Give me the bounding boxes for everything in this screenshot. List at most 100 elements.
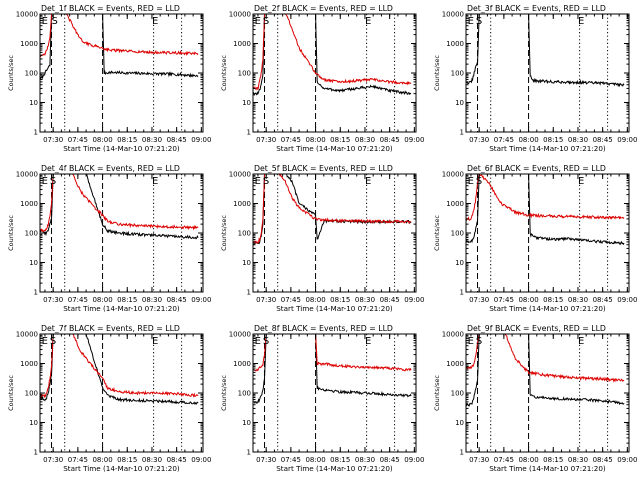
event-marker-label: E bbox=[152, 336, 158, 347]
series-group bbox=[253, 334, 412, 405]
series-line-red bbox=[40, 14, 199, 57]
y-axis-label: Counts/sec bbox=[433, 55, 441, 91]
x-axis-label: Start Time (14-Mar-10 07:21:20) bbox=[63, 144, 180, 153]
x-axis-label: Start Time (14-Mar-10 07:21:20) bbox=[489, 304, 606, 313]
y-tick-label: 1000 bbox=[233, 360, 251, 368]
y-tick-label: 10000 bbox=[16, 11, 38, 19]
series-group bbox=[40, 334, 199, 406]
x-tick-label: 08:45 bbox=[593, 136, 613, 144]
chart-panel: 1 10 100 1000 10000 07:30 07:45 08:00 08:15 08:30… bbox=[433, 324, 637, 473]
plot-frame bbox=[465, 13, 630, 133]
series-group bbox=[466, 334, 625, 407]
y-tick-label: 10000 bbox=[442, 331, 464, 339]
y-tick-label: 1000 bbox=[20, 40, 38, 48]
y-tick-label: 100 bbox=[25, 70, 38, 78]
event-marker-label: E bbox=[152, 16, 158, 27]
event-marker-label: E bbox=[578, 16, 584, 27]
y-tick-label: 10 bbox=[455, 99, 464, 107]
y-tick-label: 10 bbox=[29, 99, 38, 107]
y-tick-label: 10000 bbox=[16, 331, 38, 339]
chart-panel: 1 10 100 1000 10000 07:30 07:45 08:00 08:15 08:30… bbox=[220, 4, 424, 153]
y-tick-label: 1 bbox=[247, 129, 251, 137]
chart-panel: 1 10 100 1000 10000 07:30 07:45 08:00 08:15 08:30… bbox=[433, 4, 637, 153]
x-tick-label: 08:15 bbox=[543, 456, 563, 464]
x-tick-label: 08:00 bbox=[518, 296, 538, 304]
x-tick-label: 07:30 bbox=[43, 136, 63, 144]
y-tick-label: 10 bbox=[29, 259, 38, 267]
x-tick-label: 08:30 bbox=[355, 456, 375, 464]
x-tick-label: 08:15 bbox=[117, 296, 137, 304]
y-tick-label: 10 bbox=[242, 419, 251, 427]
y-tick-label: 1000 bbox=[446, 360, 464, 368]
x-tick-label: 07:45 bbox=[494, 456, 514, 464]
y-tick-label: 10000 bbox=[229, 11, 251, 19]
event-marker-label: E bbox=[255, 336, 261, 347]
series-group bbox=[466, 174, 625, 246]
event-marker-label: E bbox=[578, 336, 584, 347]
event-marker-label: E bbox=[365, 16, 371, 27]
series-line-red bbox=[466, 174, 625, 222]
series-line-red bbox=[40, 174, 199, 233]
y-tick-label: 100 bbox=[25, 230, 38, 238]
x-tick-label: 08:15 bbox=[117, 136, 137, 144]
x-tick-label: 08:45 bbox=[593, 296, 613, 304]
event-marker-label: E bbox=[365, 336, 371, 347]
y-axis-label: Counts/sec bbox=[220, 55, 228, 91]
event-marker-label: S bbox=[476, 176, 482, 187]
y-tick-label: 1 bbox=[460, 449, 464, 457]
x-tick-label: 08:45 bbox=[167, 136, 187, 144]
x-axis-label: Start Time (14-Mar-10 07:21:20) bbox=[276, 304, 393, 313]
y-tick-label: 1 bbox=[460, 289, 464, 297]
y-tick-label: 1000 bbox=[446, 200, 464, 208]
x-tick-label: 08:45 bbox=[167, 456, 187, 464]
series-group bbox=[253, 174, 412, 246]
x-tick-label: 07:30 bbox=[469, 296, 489, 304]
y-tick-label: 100 bbox=[451, 70, 464, 78]
x-tick-label: 08:30 bbox=[142, 136, 162, 144]
x-tick-label: 08:15 bbox=[330, 296, 350, 304]
chart-panel: 1 10 100 1000 10000 07:30 07:45 08:00 08:15 08:30… bbox=[220, 324, 424, 473]
chart-title: Det_9f BLACK = Events, RED = LLD bbox=[467, 324, 606, 333]
x-tick-label: 07:45 bbox=[68, 136, 88, 144]
event-marker-label: S bbox=[50, 336, 56, 347]
y-axis-label: Counts/sec bbox=[7, 215, 15, 251]
x-tick-label: 08:30 bbox=[142, 296, 162, 304]
event-marker-label: E bbox=[578, 176, 584, 187]
x-tick-label: 08:30 bbox=[568, 456, 588, 464]
x-tick-label: 08:30 bbox=[355, 136, 375, 144]
x-tick-label: 08:30 bbox=[568, 296, 588, 304]
x-tick-label: 07:30 bbox=[43, 456, 63, 464]
x-tick-label: 08:15 bbox=[330, 456, 350, 464]
series-group bbox=[253, 14, 412, 97]
y-tick-label: 100 bbox=[451, 390, 464, 398]
series-line-black bbox=[40, 174, 199, 240]
x-tick-label: 07:45 bbox=[68, 296, 88, 304]
x-tick-label: 08:00 bbox=[305, 456, 325, 464]
event-marker-label: E bbox=[255, 176, 261, 187]
plot-frame bbox=[252, 333, 417, 453]
y-axis-label: Counts/sec bbox=[433, 375, 441, 411]
chart-title: Det_2f BLACK = Events, RED = LLD bbox=[254, 4, 393, 13]
x-tick-label: 07:45 bbox=[281, 456, 301, 464]
y-tick-label: 10 bbox=[242, 259, 251, 267]
event-marker-label: S bbox=[50, 176, 56, 187]
event-marker-label: S bbox=[476, 16, 482, 27]
y-tick-label: 1000 bbox=[233, 200, 251, 208]
x-tick-label: 07:45 bbox=[494, 296, 514, 304]
y-tick-label: 10000 bbox=[229, 331, 251, 339]
series-group bbox=[40, 174, 199, 240]
y-tick-label: 1000 bbox=[20, 200, 38, 208]
x-tick-label: 07:45 bbox=[281, 136, 301, 144]
x-axis-label: Start Time (14-Mar-10 07:21:20) bbox=[63, 304, 180, 313]
x-tick-label: 07:45 bbox=[494, 136, 514, 144]
series-line-black bbox=[40, 334, 199, 406]
x-tick-label: 07:30 bbox=[469, 456, 489, 464]
y-tick-label: 1 bbox=[34, 449, 38, 457]
series-line-red bbox=[253, 14, 412, 91]
chart-title: Det_6f BLACK = Events, RED = LLD bbox=[467, 164, 606, 173]
chart-panel: 1 10 100 1000 10000 07:30 07:45 08:00 08:15 08:30… bbox=[220, 164, 424, 313]
series-line-red bbox=[40, 334, 199, 399]
y-tick-label: 1 bbox=[34, 289, 38, 297]
x-tick-label: 08:45 bbox=[380, 456, 400, 464]
